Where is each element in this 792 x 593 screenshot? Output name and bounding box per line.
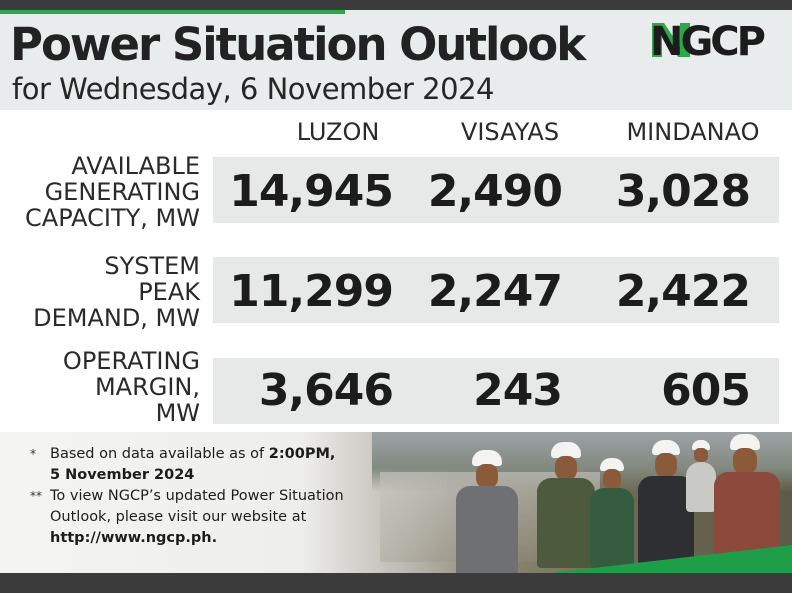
row-label-line: OPERATING xyxy=(62,347,200,375)
worker-face xyxy=(733,448,757,474)
worker-shirt xyxy=(638,476,694,566)
row-label-line: DEMAND, MW xyxy=(33,304,200,332)
value-visayas-capacity: 2,490 xyxy=(427,166,563,217)
row-band-available-capacity xyxy=(213,157,779,223)
footnote-data-source: * Based on data available as of 2:00PM, … xyxy=(30,444,370,486)
value-mindanao-margin: 605 xyxy=(661,365,751,416)
hard-hat-icon xyxy=(692,440,710,450)
field-workers-photo xyxy=(0,432,792,573)
value-mindanao-capacity: 3,028 xyxy=(615,166,751,217)
row-label-line: CAPACITY, MW xyxy=(25,204,200,232)
value-visayas-margin: 243 xyxy=(473,365,563,416)
row-label-line: MW xyxy=(155,399,200,427)
worker-shirt xyxy=(537,478,595,568)
hard-hat-icon xyxy=(652,440,680,455)
page-subtitle: for Wednesday, 6 November 2024 xyxy=(12,72,494,106)
logo-text: NGCP xyxy=(650,19,765,63)
row-band-peak-demand xyxy=(213,257,779,323)
row-label-line: MARGIN, xyxy=(94,373,200,401)
footnote-time: 2:00PM, xyxy=(268,446,336,462)
column-header-mindanao: MINDANAO xyxy=(626,118,760,146)
row-label-available-capacity: AVAILABLE GENERATING CAPACITY, MW xyxy=(0,153,200,231)
column-header-luzon: LUZON xyxy=(296,118,380,146)
worker-face xyxy=(476,464,498,488)
page-title: Power Situation Outlook xyxy=(10,18,586,71)
footnote-text: Based on data available as of xyxy=(50,446,269,462)
row-label-operating-margin: OPERATING MARGIN, MW xyxy=(0,348,200,426)
top-bar xyxy=(0,0,792,10)
worker-shirt xyxy=(590,488,634,568)
hard-hat-icon xyxy=(600,458,624,471)
worker-shirt xyxy=(456,486,518,573)
worker-face xyxy=(655,453,677,477)
worker-shirt xyxy=(686,462,716,512)
logo-n-shape xyxy=(652,23,690,57)
row-label-line: PEAK xyxy=(138,278,200,306)
ngcp-logo: NGCP xyxy=(650,19,768,63)
footnote-mark: * xyxy=(30,447,36,461)
footnote-line: To view NGCP’s updated Power Situation xyxy=(50,488,344,504)
footnote-website: ** To view NGCP’s updated Power Situatio… xyxy=(30,486,370,549)
worker-face xyxy=(603,469,621,489)
row-label-line: SYSTEM xyxy=(104,252,200,280)
value-visayas-demand: 2,247 xyxy=(427,266,563,317)
footnote-date: 5 November 2024 xyxy=(50,467,195,483)
footnote-mark: ** xyxy=(30,489,42,503)
worker-face xyxy=(555,456,577,480)
row-label-line: GENERATING xyxy=(44,178,200,206)
value-mindanao-demand: 2,422 xyxy=(615,266,751,317)
row-label-line: AVAILABLE xyxy=(71,152,200,180)
hard-hat-icon xyxy=(472,450,502,466)
footnote-line: Outlook, please visit our website at xyxy=(50,509,307,525)
footnotes: * Based on data available as of 2:00PM, … xyxy=(30,444,370,549)
website-link[interactable]: http://www.ngcp.ph. xyxy=(50,530,218,546)
value-luzon-capacity: 14,945 xyxy=(229,166,394,217)
row-band-operating-margin xyxy=(213,358,779,424)
value-luzon-demand: 11,299 xyxy=(229,266,394,317)
top-accent-stripe xyxy=(0,10,345,14)
bottom-bar xyxy=(0,573,792,593)
row-label-peak-demand: SYSTEM PEAK DEMAND, MW xyxy=(0,253,200,331)
column-header-visayas: VISAYAS xyxy=(460,118,560,146)
hard-hat-icon xyxy=(551,442,581,458)
value-luzon-margin: 3,646 xyxy=(258,365,394,416)
hard-hat-icon xyxy=(730,434,760,450)
worker-face xyxy=(694,448,708,462)
